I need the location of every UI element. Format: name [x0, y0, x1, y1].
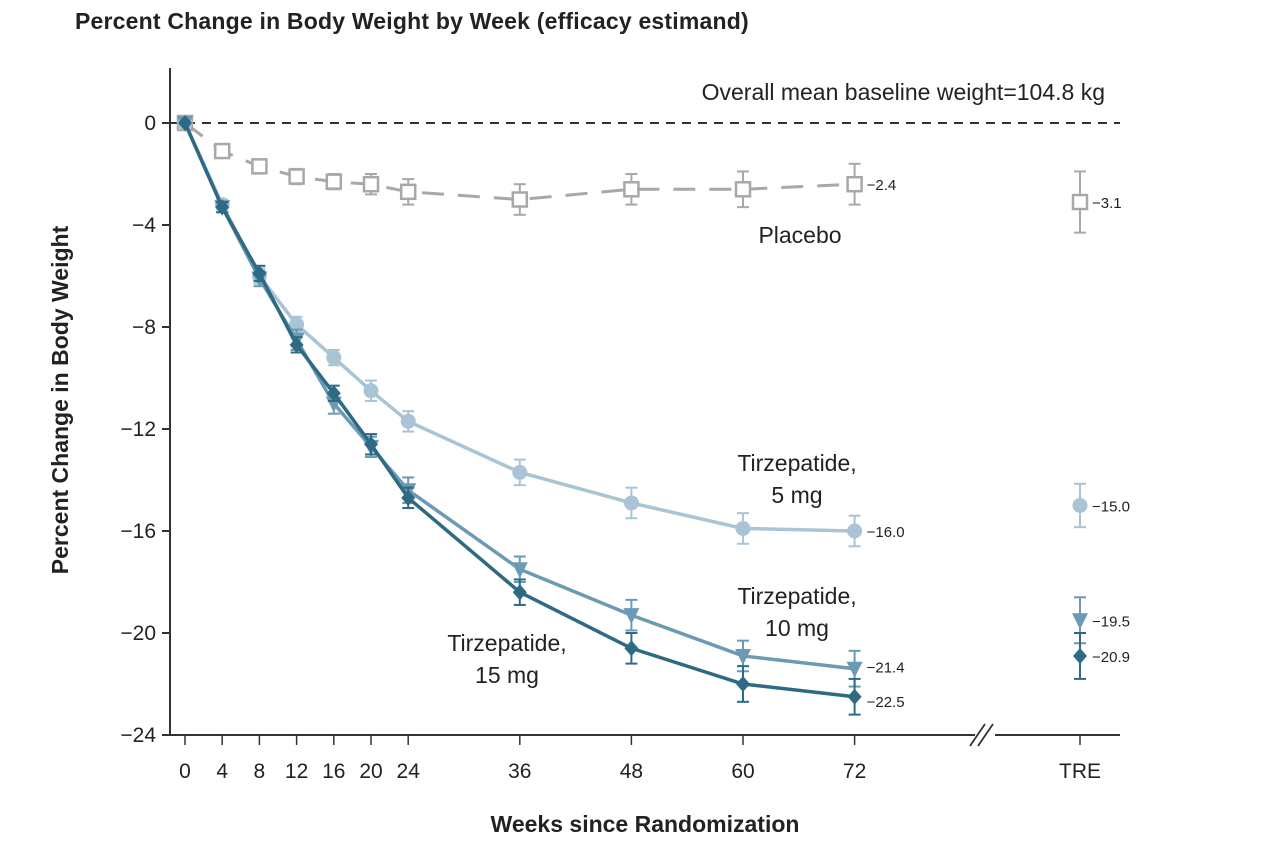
x-tick-label: 36	[508, 760, 531, 783]
series-label-tirzepatide-10mg: Tirzepatide,	[737, 583, 856, 609]
series-label-tirzepatide-5mg: 5 mg	[771, 482, 822, 508]
series-label-placebo: Placebo	[758, 222, 841, 248]
data-point-placebo	[325, 173, 343, 190]
axis-break-mark	[977, 723, 994, 747]
series-label-tirzepatide-10mg: 10 mg	[765, 615, 829, 641]
data-point-tirzepatide-15mg	[364, 436, 378, 453]
y-tick-label: 0	[144, 112, 156, 135]
series-label-tirzepatide-15mg: 15 mg	[475, 662, 539, 688]
data-point-tirzepatide-10mg	[623, 608, 640, 625]
data-point-placebo	[511, 191, 529, 208]
series-label-tirzepatide-5mg: Tirzepatide,	[737, 450, 856, 476]
data-point-placebo	[362, 175, 380, 193]
data-point-tirzepatide-15mg	[847, 688, 862, 705]
data-point-placebo	[213, 142, 231, 160]
data-point-placebo	[623, 181, 640, 198]
x-tick-label: 72	[843, 760, 866, 783]
tre-value-label-tirzepatide-15mg: −20.9	[1092, 649, 1130, 666]
data-point-tirzepatide-5mg	[512, 464, 528, 480]
data-point-tirzepatide-15mg	[178, 115, 192, 131]
x-tick-label: 60	[731, 760, 754, 783]
axis-break-mark	[969, 723, 986, 747]
x-tick-label: 12	[285, 760, 308, 783]
data-point-placebo	[251, 158, 268, 175]
data-point-placebo	[734, 181, 752, 198]
tre-value-label-placebo: −3.1	[1092, 195, 1122, 212]
data-point-tirzepatide-15mg	[326, 385, 341, 402]
y-tick-label: −24	[120, 724, 156, 747]
x-tick-label: 0	[179, 760, 191, 783]
y-tick-label: −20	[120, 622, 156, 645]
end-value-label-placebo: −2.4	[867, 177, 897, 194]
end-value-label-tirzepatide-5mg: −16.0	[867, 524, 905, 541]
data-point-tirzepatide-5mg	[847, 523, 863, 539]
data-point-tirzepatide-15mg	[252, 265, 267, 282]
tre-value-label-tirzepatide-10mg: −19.5	[1092, 613, 1130, 630]
data-point-tirzepatide-5mg	[289, 316, 305, 332]
data-point-tirzepatide-10mg	[846, 661, 863, 678]
data-point-tirzepatide-5mg	[326, 350, 342, 366]
data-point-tirzepatide-15mg	[215, 199, 230, 216]
y-tick-label: −12	[120, 418, 156, 441]
data-point-tirzepatide-10mg	[511, 562, 528, 579]
x-axis-label: Weeks since Randomization	[491, 811, 800, 837]
x-tick-label: 48	[620, 760, 643, 783]
x-tick-label: TRE	[1059, 760, 1101, 783]
data-point-tirzepatide-5mg	[735, 520, 751, 536]
tre-point-tirzepatide-15mg	[1073, 647, 1087, 664]
y-axis-label: Percent Change in Body Weight	[47, 225, 73, 574]
end-value-label-tirzepatide-15mg: −22.5	[867, 694, 905, 711]
chart-title: Percent Change in Body Weight by Week (e…	[75, 8, 749, 34]
data-point-placebo	[399, 183, 417, 201]
data-point-tirzepatide-5mg	[363, 383, 379, 399]
tre-point-tirzepatide-10mg	[1072, 613, 1088, 630]
data-point-placebo	[288, 168, 305, 185]
series-label-tirzepatide-15mg: Tirzepatide,	[447, 630, 566, 656]
data-point-tirzepatide-15mg	[401, 489, 416, 506]
data-point-tirzepatide-15mg	[624, 640, 639, 657]
x-tick-label: 24	[397, 760, 421, 783]
tre-point-placebo	[1071, 193, 1089, 211]
x-tick-label: 16	[322, 760, 345, 783]
data-point-tirzepatide-5mg	[623, 495, 639, 511]
data-point-tirzepatide-15mg	[289, 336, 304, 353]
data-point-tirzepatide-15mg	[512, 584, 527, 601]
x-tick-label: 20	[359, 760, 382, 783]
x-tick-label: 4	[216, 760, 228, 783]
data-point-tirzepatide-5mg	[400, 413, 416, 429]
baseline-weight-annotation: Overall mean baseline weight=104.8 kg	[702, 79, 1105, 105]
y-tick-label: −4	[132, 214, 156, 237]
data-point-tirzepatide-15mg	[736, 676, 750, 692]
end-value-label-tirzepatide-10mg: −21.4	[867, 660, 905, 677]
tre-value-label-tirzepatide-5mg: −15.0	[1092, 499, 1130, 516]
y-tick-label: −8	[132, 316, 156, 339]
x-tick-label: 8	[254, 760, 266, 783]
tre-point-tirzepatide-5mg	[1072, 498, 1088, 513]
data-point-tirzepatide-10mg	[735, 648, 751, 665]
data-point-placebo	[846, 175, 863, 193]
y-tick-label: −16	[120, 520, 156, 543]
